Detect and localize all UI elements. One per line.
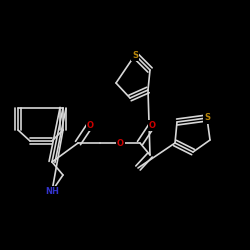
Text: O: O <box>148 120 156 130</box>
Text: O: O <box>86 120 94 130</box>
Text: S: S <box>204 114 210 122</box>
Text: S: S <box>132 50 138 59</box>
Text: O: O <box>116 138 123 147</box>
Text: NH: NH <box>45 186 59 196</box>
